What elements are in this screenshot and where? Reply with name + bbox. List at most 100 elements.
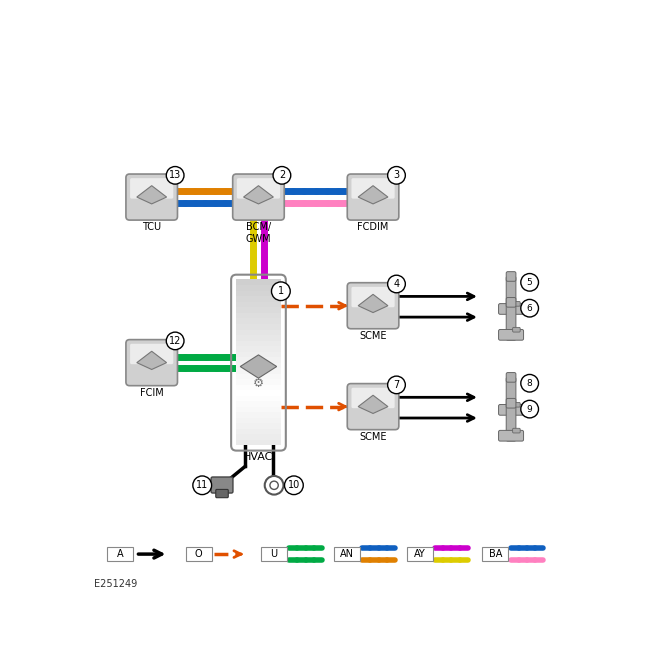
Text: 5: 5: [527, 278, 532, 287]
FancyBboxPatch shape: [347, 384, 398, 429]
Bar: [237, 390, 281, 396]
Bar: [237, 280, 281, 286]
Circle shape: [388, 167, 405, 184]
Circle shape: [273, 167, 291, 184]
FancyBboxPatch shape: [351, 287, 394, 307]
FancyBboxPatch shape: [513, 428, 520, 433]
Circle shape: [521, 274, 538, 291]
Circle shape: [265, 476, 284, 495]
Text: 3: 3: [393, 170, 400, 180]
Bar: [237, 439, 281, 446]
Bar: [237, 373, 281, 379]
FancyBboxPatch shape: [506, 403, 516, 441]
Polygon shape: [241, 355, 277, 378]
FancyBboxPatch shape: [499, 430, 523, 441]
FancyBboxPatch shape: [211, 477, 233, 493]
Text: A: A: [117, 549, 124, 559]
Polygon shape: [137, 351, 167, 370]
Bar: [237, 384, 281, 390]
Polygon shape: [137, 185, 167, 204]
Text: 12: 12: [169, 336, 181, 346]
Text: SCME: SCME: [360, 331, 387, 341]
FancyBboxPatch shape: [347, 283, 398, 329]
Bar: [237, 335, 281, 341]
FancyBboxPatch shape: [506, 276, 516, 314]
FancyBboxPatch shape: [499, 304, 523, 314]
Bar: [237, 362, 281, 368]
Circle shape: [284, 476, 303, 495]
Polygon shape: [358, 395, 388, 413]
Bar: [237, 323, 281, 329]
FancyBboxPatch shape: [126, 339, 177, 386]
FancyBboxPatch shape: [347, 174, 398, 220]
FancyBboxPatch shape: [499, 405, 523, 415]
FancyBboxPatch shape: [506, 378, 516, 415]
FancyBboxPatch shape: [261, 547, 287, 561]
Bar: [237, 345, 281, 351]
Text: AN: AN: [340, 549, 354, 559]
Circle shape: [388, 376, 405, 394]
Bar: [237, 417, 281, 423]
FancyBboxPatch shape: [499, 329, 523, 340]
FancyBboxPatch shape: [506, 302, 516, 340]
Bar: [237, 412, 281, 418]
Bar: [237, 351, 281, 357]
Text: U: U: [271, 549, 278, 559]
Bar: [237, 318, 281, 324]
Text: 2: 2: [279, 170, 285, 180]
Circle shape: [521, 401, 538, 418]
FancyBboxPatch shape: [351, 178, 394, 199]
Bar: [237, 434, 281, 440]
Bar: [237, 296, 281, 302]
Circle shape: [388, 276, 405, 293]
Bar: [237, 368, 281, 374]
FancyBboxPatch shape: [334, 547, 360, 561]
Text: 4: 4: [393, 279, 400, 289]
FancyBboxPatch shape: [506, 372, 516, 382]
Bar: [237, 340, 281, 346]
FancyBboxPatch shape: [513, 403, 520, 407]
Bar: [237, 302, 281, 308]
Text: 7: 7: [393, 380, 400, 390]
Bar: [237, 357, 281, 363]
FancyBboxPatch shape: [506, 398, 516, 408]
Polygon shape: [358, 294, 388, 312]
Text: 13: 13: [169, 170, 181, 180]
Circle shape: [193, 476, 212, 495]
Text: AY: AY: [414, 549, 426, 559]
Text: 1: 1: [278, 286, 284, 296]
Circle shape: [521, 300, 538, 317]
Text: 9: 9: [527, 405, 532, 413]
FancyBboxPatch shape: [407, 547, 433, 561]
Circle shape: [271, 282, 290, 300]
FancyBboxPatch shape: [351, 388, 394, 408]
FancyBboxPatch shape: [130, 178, 173, 199]
Text: BA: BA: [489, 549, 502, 559]
Text: O: O: [195, 549, 202, 559]
Bar: [237, 312, 281, 319]
FancyBboxPatch shape: [233, 174, 284, 220]
FancyBboxPatch shape: [513, 302, 520, 306]
Circle shape: [166, 332, 184, 349]
Text: SCME: SCME: [360, 431, 387, 442]
Circle shape: [166, 167, 184, 184]
FancyBboxPatch shape: [506, 271, 516, 282]
Text: HVAC: HVAC: [243, 452, 274, 462]
Text: 11: 11: [196, 480, 208, 491]
FancyBboxPatch shape: [237, 178, 280, 199]
Polygon shape: [358, 185, 388, 204]
Bar: [237, 401, 281, 407]
Text: TCU: TCU: [142, 222, 161, 232]
FancyBboxPatch shape: [130, 344, 173, 364]
Bar: [237, 285, 281, 291]
Circle shape: [270, 481, 278, 489]
Bar: [237, 329, 281, 335]
Bar: [237, 290, 281, 296]
Text: 6: 6: [527, 304, 532, 312]
FancyBboxPatch shape: [216, 489, 228, 498]
Bar: [237, 423, 281, 429]
Text: 10: 10: [288, 480, 300, 491]
Text: 8: 8: [527, 379, 532, 388]
Bar: [237, 307, 281, 313]
FancyBboxPatch shape: [126, 174, 177, 220]
